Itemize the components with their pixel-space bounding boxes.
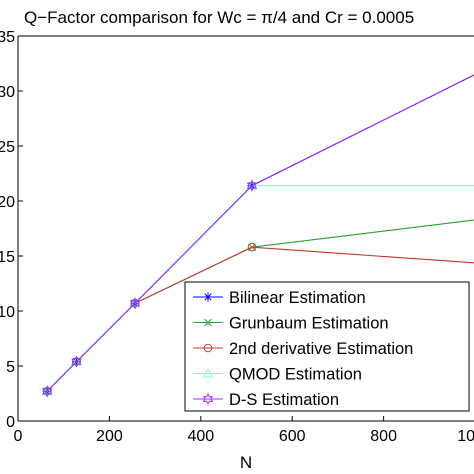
legend-marker-1 xyxy=(204,318,212,327)
x-tick-label: 0 xyxy=(14,428,23,445)
data-point-3 xyxy=(71,356,82,366)
y-tick-label: 15 xyxy=(0,249,15,266)
y-tick-label: 30 xyxy=(0,84,15,101)
x-tick-label: 400 xyxy=(187,428,214,445)
series-line-4 xyxy=(46,74,474,392)
x-axis-label: N xyxy=(240,453,252,472)
y-tick-label: 10 xyxy=(0,304,15,321)
x-tick-label: 200 xyxy=(96,428,123,445)
y-tick-label: 0 xyxy=(6,414,15,431)
legend: Bilinear Estimation Grunbaum Estimation 2n… xyxy=(184,281,470,412)
y-tick-label: 35 xyxy=(0,29,15,46)
legend-marker-0 xyxy=(203,292,213,302)
legend-box xyxy=(184,281,470,412)
chart-title: Q−Factor comparison for Wc = π/4 and Cr … xyxy=(24,8,414,27)
y-tick-label: 20 xyxy=(0,194,15,211)
legend-label-2: 2nd derivative Estimation xyxy=(229,340,413,358)
data-point-4 xyxy=(42,385,53,398)
data-point-3 xyxy=(41,385,53,396)
x-tick-label: 600 xyxy=(279,428,306,445)
y-tick-label: 25 xyxy=(0,139,15,156)
plot-area xyxy=(41,74,474,398)
legend-label-4: D-S Estimation xyxy=(229,391,339,409)
data-point-4 xyxy=(246,179,258,192)
legend-label-0: Bilinear Estimation xyxy=(229,289,366,307)
legend-label-3: QMOD Estimation xyxy=(229,366,362,384)
legend-marker-2 xyxy=(203,343,213,353)
y-tick-label: 5 xyxy=(6,359,15,376)
data-point-4 xyxy=(71,355,82,368)
legend-marker-3 xyxy=(202,367,214,378)
data-point-4 xyxy=(129,297,141,310)
data-point-3 xyxy=(246,180,258,190)
x-tick-label: 800 xyxy=(370,428,397,445)
data-point-2 xyxy=(247,242,257,252)
legend-marker-4 xyxy=(202,392,214,406)
axes: 0 5 10 15 20 25 30 35 0 200 400 600 800 1000 xyxy=(0,29,474,445)
x-tick-label: 1000 xyxy=(457,428,474,445)
legend-label-1: Grunbaum Estimation xyxy=(229,315,389,333)
data-point-3 xyxy=(129,297,141,308)
